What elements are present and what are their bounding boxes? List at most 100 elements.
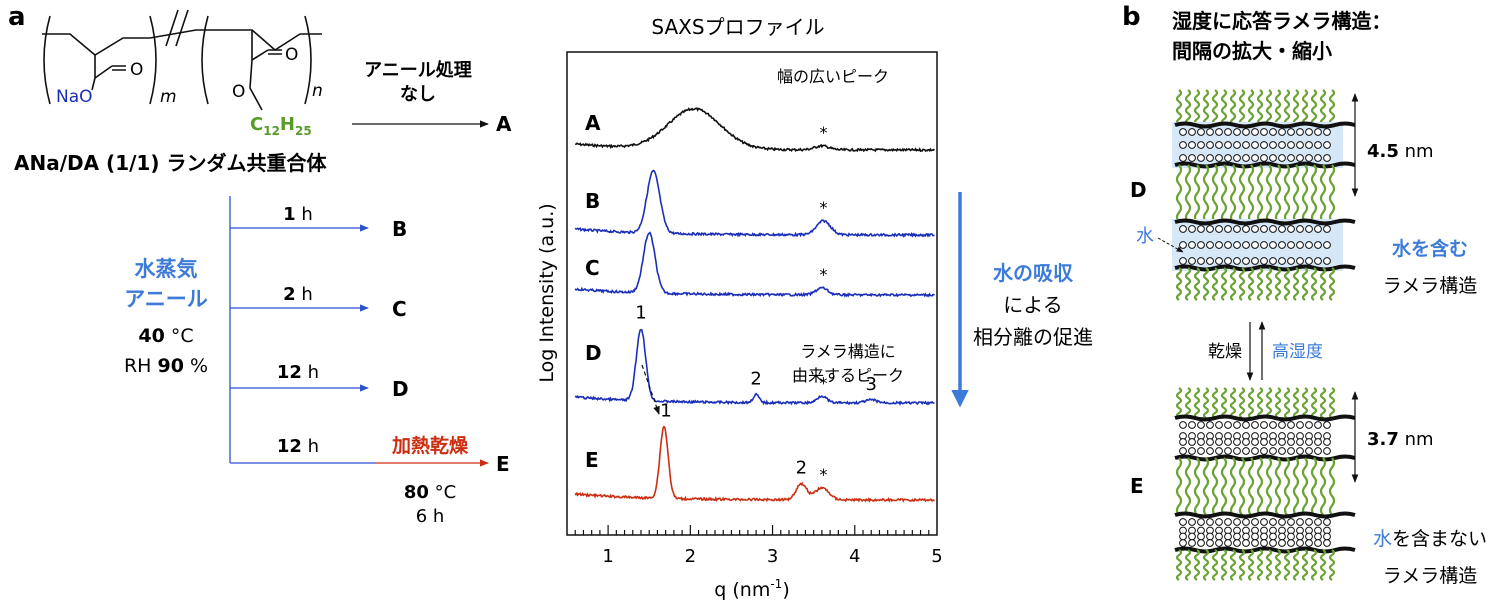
ion-pair <box>1224 421 1232 429</box>
panel-b-title-2: 間隔の拡大・縮小 <box>1172 39 1332 63</box>
subscript-n: n <box>312 81 323 101</box>
alkyl-chain-strand <box>1229 457 1237 516</box>
alkyl-chain-strand <box>1220 89 1228 126</box>
alkyl-chain-strand <box>1328 549 1336 581</box>
ion-pair <box>1278 225 1286 233</box>
ion-pair <box>1233 154 1241 162</box>
ion-pair <box>1233 438 1241 446</box>
alkyl-chain-strand <box>1274 549 1282 581</box>
o-ester: O <box>232 82 245 102</box>
alkyl-chain-strand <box>1319 267 1327 301</box>
alkyl-chain-strand <box>1274 89 1282 126</box>
alkyl-chain-strand <box>1283 549 1291 581</box>
ion-pair <box>1323 141 1331 149</box>
ion-pair <box>1206 539 1214 547</box>
carbonyl-left <box>112 65 126 71</box>
ion-pair <box>1296 257 1304 265</box>
ion-pair <box>1260 128 1268 136</box>
ion-pair <box>1197 241 1205 249</box>
alkyl-chain-strand <box>1175 387 1183 419</box>
ion-pair <box>1206 241 1214 249</box>
absorption-arrow-group: 水の吸収 による 相分離の促進 <box>951 192 1093 408</box>
ion-pair <box>1233 532 1241 541</box>
ion-pair <box>1296 518 1304 526</box>
ion-pair <box>1188 421 1196 429</box>
peak-order-label: 1 <box>635 303 646 324</box>
ion-pair <box>1188 128 1196 136</box>
ion-pair <box>1260 257 1268 265</box>
alkyl-chain-strand <box>1238 164 1246 223</box>
alkyl-chain-strand <box>1184 89 1192 126</box>
chart-title: SAXSプロファイル <box>651 15 824 39</box>
ion-pair <box>1179 141 1187 149</box>
ion-pair <box>1305 241 1313 249</box>
break-mark-2 <box>175 9 189 47</box>
peak-shift-arrow <box>641 364 660 415</box>
ion-pair <box>1287 128 1295 136</box>
ion-pair <box>1233 241 1241 249</box>
anneal-none-line2: なし <box>400 84 436 105</box>
ion-pair <box>1224 447 1232 455</box>
alkyl-chain-strand <box>1247 267 1255 301</box>
peak-order-label: 1 <box>660 400 671 421</box>
ion-pair <box>1188 539 1196 547</box>
ion-pair <box>1242 532 1250 541</box>
alkyl-chain-strand <box>1184 164 1192 223</box>
alkyl-chain-strand <box>1274 457 1282 516</box>
alkyl-chain-strand <box>1292 164 1300 223</box>
ion-pair <box>1323 438 1331 446</box>
ion-pair <box>1323 447 1331 455</box>
ion-pair <box>1197 421 1205 429</box>
ion-pair <box>1278 539 1286 547</box>
annotation-lamellar-1: ラメラ構造に <box>800 342 896 361</box>
alkyl-chain-strand <box>1310 164 1318 223</box>
ion-pair <box>1242 128 1250 136</box>
dry-label: 乾燥 <box>1208 342 1242 362</box>
with-water-line1: 水を含む <box>1392 237 1468 260</box>
ion-pair <box>1251 518 1259 526</box>
ion-pair <box>1314 154 1322 162</box>
alkyl-chain-strand <box>1265 387 1273 419</box>
ion-pair <box>1197 539 1205 547</box>
ion-pair <box>1323 421 1331 429</box>
alkyl-chain-strand <box>1310 457 1318 516</box>
asterisk-marker: * <box>820 465 828 484</box>
ion-pair <box>1188 141 1196 149</box>
alkyl-chain-strand <box>1175 457 1183 516</box>
ion-pair <box>1242 225 1250 233</box>
alkyl-chain-strand <box>1256 387 1264 419</box>
ion-pair <box>1242 421 1250 429</box>
alkyl-chain-strand <box>1211 164 1219 223</box>
alkyl-chain-strand <box>1310 267 1318 301</box>
ion-pair <box>1305 154 1313 162</box>
alkyl-chain-strand <box>1229 164 1237 223</box>
chart-ylabel: Log Intensity (a.u.) <box>536 203 558 382</box>
carboxylate-bond <box>91 55 113 91</box>
ion-pair <box>1296 447 1304 455</box>
ion-pair <box>1233 257 1241 265</box>
alkyl-chain-strand <box>1256 164 1264 223</box>
alkyl-chain-strand <box>1184 549 1192 581</box>
ion-pair <box>1188 532 1196 541</box>
ion-pair <box>1188 225 1196 233</box>
ion-pair <box>1269 257 1277 265</box>
ion-pair <box>1269 438 1277 446</box>
ion-pair <box>1296 539 1304 547</box>
ion-pair <box>1206 141 1214 149</box>
ester-bond <box>249 30 269 111</box>
alkyl-chain-strand <box>1211 549 1219 581</box>
ion-pair <box>1260 421 1268 429</box>
ion-pair <box>1296 438 1304 446</box>
series-line-c <box>574 231 935 298</box>
series-group <box>574 107 936 503</box>
alkyl-chain-strand <box>1274 387 1282 419</box>
ion-pair <box>1305 225 1313 233</box>
series-label-c: C <box>585 256 600 280</box>
ion-pair <box>1215 447 1223 455</box>
ion-pair <box>1197 128 1205 136</box>
alkyl-chain: C12H25 <box>250 114 312 138</box>
alkyl-chain-strand <box>1220 267 1228 301</box>
ion-pair <box>1323 241 1331 249</box>
ion-pair <box>1188 154 1196 162</box>
ion-pair <box>1314 225 1322 233</box>
